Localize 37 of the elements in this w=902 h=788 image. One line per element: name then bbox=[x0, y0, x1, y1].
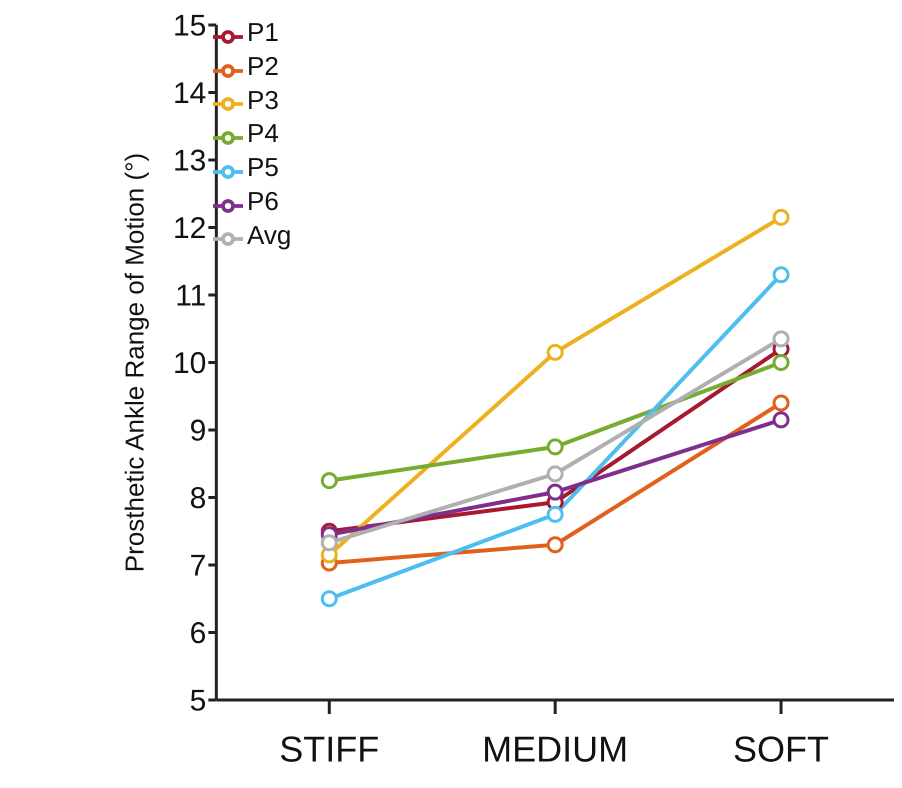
legend-label: P5 bbox=[247, 152, 279, 182]
y-tick-label: 14 bbox=[172, 77, 206, 110]
point bbox=[772, 330, 790, 348]
point bbox=[772, 266, 790, 284]
point bbox=[546, 484, 564, 501]
point bbox=[546, 506, 564, 523]
point bbox=[320, 472, 338, 490]
legend-label: P2 bbox=[247, 50, 279, 81]
point bbox=[772, 394, 790, 412]
legend-label: P6 bbox=[247, 186, 279, 216]
y-axis-title: Prosthetic Ankle Range of Motion (°) bbox=[120, 152, 150, 572]
point bbox=[546, 536, 564, 554]
point bbox=[772, 411, 790, 428]
y-tick-label: 7 bbox=[190, 550, 206, 583]
x-tick-label: SOFT bbox=[733, 728, 830, 770]
legend-label: P3 bbox=[247, 84, 279, 115]
legend-label: Avg bbox=[247, 220, 292, 250]
y-tick-label: 5 bbox=[190, 684, 206, 718]
point bbox=[320, 534, 338, 552]
point bbox=[546, 465, 564, 482]
point bbox=[320, 590, 338, 608]
point bbox=[772, 354, 790, 371]
point bbox=[546, 438, 564, 456]
x-tick-label: MEDIUM bbox=[482, 728, 628, 770]
legend-label: P4 bbox=[247, 118, 279, 148]
legend-label: P1 bbox=[247, 17, 279, 47]
y-tick-label: 9 bbox=[190, 414, 206, 448]
y-tick-label: 8 bbox=[190, 482, 206, 516]
y-tick-label: 13 bbox=[172, 144, 206, 178]
x-tick-label: STIFF bbox=[279, 728, 380, 770]
y-tick-label: 15 bbox=[172, 10, 206, 43]
y-tick-label: 6 bbox=[190, 617, 206, 650]
y-tick-label: 11 bbox=[175, 280, 206, 313]
point bbox=[546, 344, 564, 361]
point bbox=[772, 208, 790, 226]
y-tick-label: 12 bbox=[172, 212, 206, 246]
y-tick-label: 10 bbox=[172, 347, 206, 380]
